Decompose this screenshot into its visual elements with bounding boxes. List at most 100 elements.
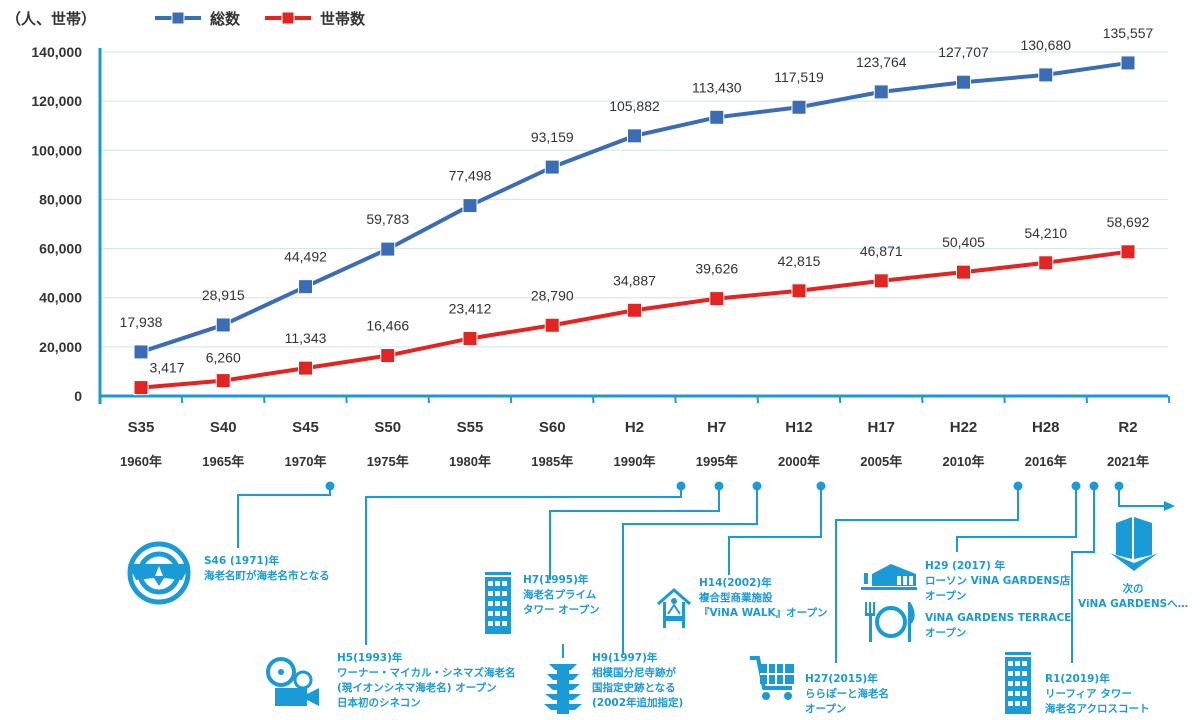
timeline-dot xyxy=(325,481,335,491)
households-point xyxy=(627,302,642,318)
households-point xyxy=(380,348,396,364)
annotation-text: ワーナー・マイカル・シネマズ海老名 xyxy=(337,667,516,679)
households-data-label: 11,343 xyxy=(285,330,327,346)
annotation-terrace: ViNA GARDENS TERRACE オープン xyxy=(925,611,1071,641)
x-tick-label: S40 xyxy=(210,419,237,436)
households-point xyxy=(133,380,149,396)
annotation-text: ららぽーと海老名 xyxy=(805,688,889,700)
total-data-label: 17,938 xyxy=(120,314,163,330)
total-data-label: 28,915 xyxy=(202,287,245,303)
x-tick-label: S45 xyxy=(292,419,319,436)
households-point xyxy=(1120,244,1136,260)
total-point xyxy=(133,344,149,360)
annotation-year: R1(2019)年 xyxy=(1045,673,1110,685)
x-tick-label: S35 xyxy=(128,419,155,436)
households-data-label: 58,692 xyxy=(1107,214,1150,230)
annotation-h9: H9(1997)年 相模国分尼寺跡が 国指定史跡となる (2002年追加指定) xyxy=(592,651,683,711)
annotation-text: ローソン ViNA GARDENS店 xyxy=(925,575,1071,587)
annotation-year: H14(2002)年 xyxy=(699,577,772,589)
annotation-text: タワー オープン xyxy=(523,604,600,616)
x-year-label: 1980年 xyxy=(449,454,491,469)
households-point xyxy=(873,273,889,289)
households-point xyxy=(215,373,231,389)
y-tick-label: 40,000 xyxy=(39,290,82,306)
next-building-icon xyxy=(1110,517,1158,571)
x-tick-label: H7 xyxy=(707,419,726,436)
annotation-text: 複合型商業施設 xyxy=(699,592,773,604)
timeline-dot xyxy=(1013,481,1023,491)
total-data-label: 105,882 xyxy=(609,98,660,114)
x-year-label: 1995年 xyxy=(696,454,738,469)
total-point xyxy=(544,159,560,175)
annotation-text: ViNA GARDENS TERRACE xyxy=(925,612,1072,624)
connector-r1 xyxy=(1071,486,1095,663)
total-point xyxy=(791,99,807,115)
households-point xyxy=(462,330,478,346)
x-tick xyxy=(345,395,348,404)
timeline-dot xyxy=(1114,481,1124,491)
x-year-label: 2000年 xyxy=(778,454,820,469)
annotation-next: 次の ViNA GARDENSへ… xyxy=(1078,582,1188,612)
annotation-text: オープン xyxy=(805,703,847,715)
legend-households-label: 世帯数 xyxy=(320,10,366,28)
annotation-year: H29 (2017) 年 xyxy=(925,560,1006,572)
total-point xyxy=(1120,55,1136,71)
households-point xyxy=(791,283,807,299)
households-data-label: 23,412 xyxy=(449,300,492,316)
x-tick-label: S50 xyxy=(374,419,401,436)
x-year-label: 1960年 xyxy=(120,454,162,469)
annotation-h27: H27(2015)年 ららぽーと海老名 オープン xyxy=(805,672,889,717)
total-data-label: 113,430 xyxy=(692,79,742,95)
annotation-text: 海老名アクロスコート xyxy=(1045,703,1150,715)
annotation-s46: S46 (1971)年 海老名町が海老名市となる xyxy=(204,554,330,584)
y-tick-label: 0 xyxy=(74,388,82,404)
total-data-label: 44,492 xyxy=(284,249,327,265)
x-tick-label: H2 xyxy=(625,419,644,436)
annotation-h5: H5(1993)年 ワーナー・マイカル・シネマズ海老名 (現イオンシネマ海老名)… xyxy=(337,651,516,711)
x-year-label: 2021年 xyxy=(1107,454,1149,469)
x-tick xyxy=(427,395,430,404)
arrow-right-icon xyxy=(1164,501,1175,511)
connector-h7 xyxy=(549,486,720,580)
households-point xyxy=(956,264,971,280)
total-point xyxy=(1038,67,1054,83)
total-point xyxy=(627,128,642,144)
x-tick-label: H22 xyxy=(950,419,978,436)
y-tick-label: 20,000 xyxy=(39,339,82,355)
film-projector-icon xyxy=(266,657,319,706)
y-tick-label: 140,000 xyxy=(31,44,82,60)
total-point xyxy=(956,74,971,90)
shopping-cart-icon xyxy=(750,656,794,700)
households-data-label: 3,417 xyxy=(149,360,184,376)
annotation-year: H27(2015)年 xyxy=(805,673,878,685)
y-axis-unit-label: （人、世帯） xyxy=(6,10,97,28)
annotation-text: 海老名プライム xyxy=(523,589,597,601)
x-tick xyxy=(756,395,759,404)
annotation-year: H9(1997)年 xyxy=(592,652,658,664)
total-point xyxy=(298,279,313,295)
total-data-label: 130,680 xyxy=(1020,37,1071,53)
annotation-h29: H29 (2017) 年 ローソン ViNA GARDENS店 オープン xyxy=(925,559,1070,604)
x-tick-label: H28 xyxy=(1032,419,1060,436)
households-data-label: 34,887 xyxy=(613,272,656,288)
x-tick-label: R2 xyxy=(1118,419,1137,436)
annotation-h14: H14(2002)年 複合型商業施設 『ViNA WALK』オープン xyxy=(699,576,828,621)
x-tick xyxy=(921,395,924,404)
total-data-label: 135,557 xyxy=(1103,25,1154,41)
connector-next xyxy=(1118,486,1166,507)
total-data-label: 117,519 xyxy=(774,69,824,85)
households-data-label: 16,466 xyxy=(366,318,409,334)
households-data-label: 50,405 xyxy=(942,234,985,250)
annotation-text: 『ViNA WALK』オープン xyxy=(699,607,828,619)
vina-walk-gate-icon xyxy=(657,588,691,628)
timeline-dot xyxy=(1089,481,1099,491)
total-data-label: 123,764 xyxy=(856,54,907,70)
households-data-label: 46,871 xyxy=(860,243,903,259)
timeline-dot xyxy=(676,481,686,491)
connector-h29 xyxy=(956,486,1077,552)
legend-households-marker xyxy=(281,11,295,25)
x-tick xyxy=(674,395,677,404)
x-tick xyxy=(838,395,842,404)
x-tick xyxy=(1085,395,1088,404)
